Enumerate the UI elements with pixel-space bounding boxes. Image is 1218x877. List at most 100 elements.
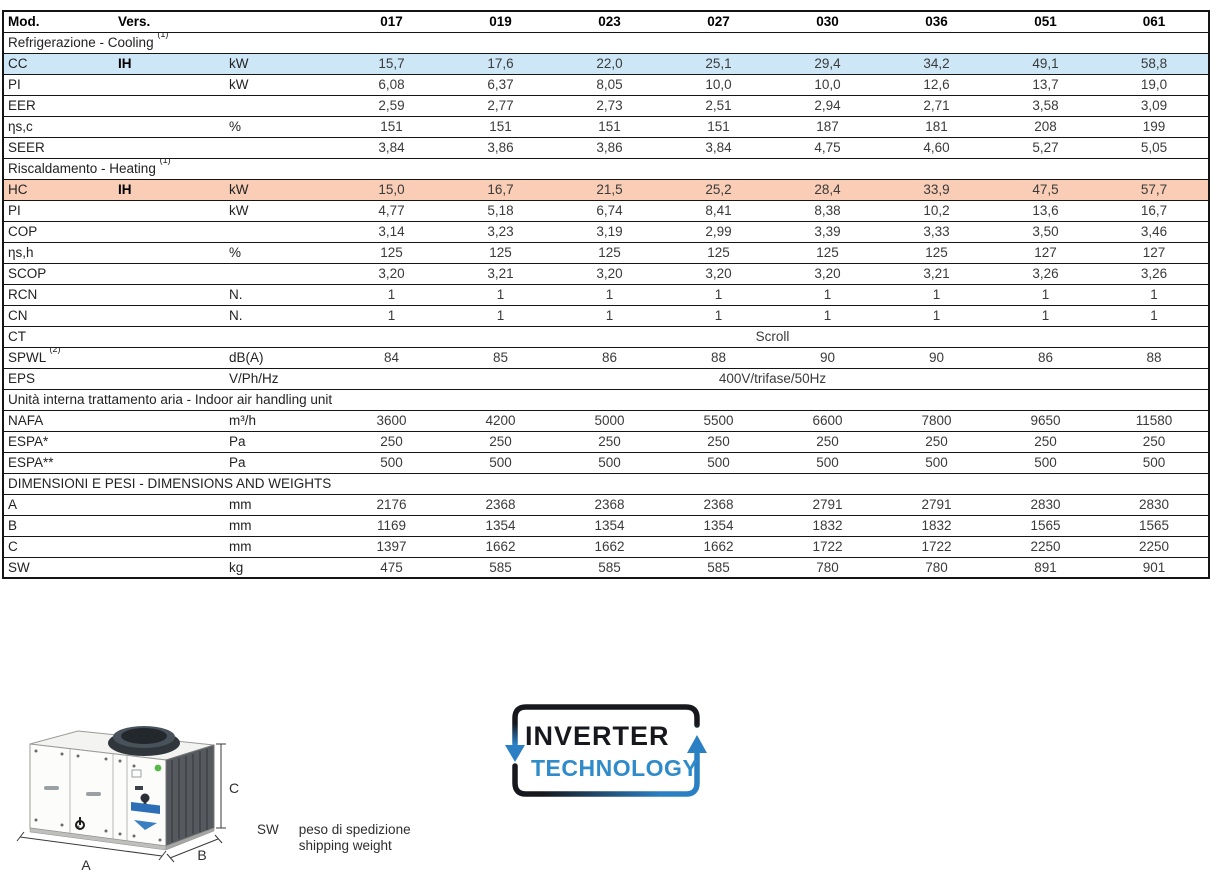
cell-value: 8,41 [664, 200, 773, 222]
cell-value: 2,51 [664, 95, 773, 117]
row-label: CT [3, 326, 114, 348]
cell-value: 12,6 [882, 74, 991, 96]
cell-value: 125 [664, 242, 773, 264]
row-unit: % [225, 116, 337, 138]
unit-figure: A B C [14, 698, 246, 877]
cell-value: 125 [882, 242, 991, 264]
row-label: RCN [3, 284, 114, 306]
cell-value: 16,7 [446, 179, 555, 201]
cell-value: 13,6 [991, 200, 1100, 222]
cell-value: 2,59 [337, 95, 446, 117]
header-model: 023 [555, 11, 664, 33]
cell-value: 127 [1100, 242, 1209, 264]
cell-value: 2250 [1100, 536, 1209, 558]
cell-value: 3,84 [337, 137, 446, 159]
cell-value: 3,21 [446, 263, 555, 285]
cell-value: 901 [1100, 557, 1209, 579]
row-unit: V/Ph/Hz [225, 368, 337, 390]
cell-value: 86 [991, 347, 1100, 369]
cell-value: 25,2 [664, 179, 773, 201]
cell-value: 6,37 [446, 74, 555, 96]
cell-value: 10,2 [882, 200, 991, 222]
section-label: Refrigerazione - Cooling (1) [3, 32, 1209, 54]
row-unit: m³/h [225, 410, 337, 432]
main-switch-lever [143, 798, 147, 806]
cell-value: 90 [773, 347, 882, 369]
table-row: NAFA m³/h 3600 4200 5000 5500 6600 7800 9650 1158… [3, 410, 1209, 432]
cell-value: 1 [446, 284, 555, 306]
cell-value: 88 [1100, 347, 1209, 369]
cell-value: 1 [991, 305, 1100, 327]
cell-value: 151 [337, 116, 446, 138]
row-version [114, 452, 225, 474]
cell-value: 250 [446, 431, 555, 453]
cell-value: 57,7 [1100, 179, 1209, 201]
cell-value: 250 [991, 431, 1100, 453]
cell-value: 3,20 [773, 263, 882, 285]
cell-value: 1 [773, 284, 882, 306]
cell-value: 2,73 [555, 95, 664, 117]
row-version [114, 347, 225, 369]
cell-value: 780 [773, 557, 882, 579]
row-version [114, 284, 225, 306]
cell-value: 500 [337, 452, 446, 474]
row-label: ηs,c [3, 116, 114, 138]
row-version [114, 515, 225, 537]
header-row: Mod. Vers. 017 019 023 027 030 036 051 061 [3, 11, 1209, 33]
cell-value: 3,09 [1100, 95, 1209, 117]
table-row: HC IH kW 15,0 16,7 21,5 25,2 28,4 33,9 47,5 57,7 [3, 179, 1209, 201]
cell-value: 15,7 [337, 53, 446, 75]
cell-value: 125 [337, 242, 446, 264]
cell-value: 585 [664, 557, 773, 579]
cell-value: 475 [337, 557, 446, 579]
cell-value: 84 [337, 347, 446, 369]
cell-value: 47,5 [991, 179, 1100, 201]
cell-value: 3,39 [773, 221, 882, 243]
sw-note-text: peso di spedizione shipping weight [299, 822, 411, 854]
cell-value: 10,0 [773, 74, 882, 96]
cell-value: 500 [1100, 452, 1209, 474]
cell-value: 2368 [664, 494, 773, 516]
cell-value: 3,19 [555, 221, 664, 243]
unit-fan [108, 726, 180, 756]
cell-value: 250 [664, 431, 773, 453]
cell-value: 1 [555, 284, 664, 306]
row-unit: N. [225, 284, 337, 306]
cell-value: 11580 [1100, 410, 1209, 432]
row-unit: mm [225, 515, 337, 537]
cell-value: 4,75 [773, 137, 882, 159]
row-unit: kW [225, 53, 337, 75]
row-label: COP [3, 221, 114, 243]
row-label: C [3, 536, 114, 558]
row-version [114, 116, 225, 138]
row-unit: N. [225, 305, 337, 327]
arrow-up-icon [687, 735, 707, 753]
dimension-a-arrow [16, 831, 167, 861]
sw-note: SW peso di spedizione shipping weight [257, 822, 411, 854]
cell-value: 1722 [773, 536, 882, 558]
row-version [114, 95, 225, 117]
row-version [114, 200, 225, 222]
row-version [114, 326, 225, 348]
row-version: IH [114, 179, 225, 201]
table-row: ESPA** Pa 500 500 500 500 500 500 500 500 [3, 452, 1209, 474]
cell-value: 2830 [991, 494, 1100, 516]
cell-value: 1 [773, 305, 882, 327]
row-unit [225, 263, 337, 285]
sw-note-key: SW [257, 822, 279, 837]
cell-value: 250 [773, 431, 882, 453]
cell-value: 17,6 [446, 53, 555, 75]
cell-value: 3,20 [555, 263, 664, 285]
spec-table-body: Refrigerazione - Cooling (1) CC IH kW 15,7 17… [3, 32, 1209, 579]
cell-value: 151 [446, 116, 555, 138]
cell-value: 15,0 [337, 179, 446, 201]
base-rail-side [165, 827, 215, 851]
row-label: A [3, 494, 114, 516]
header-model: 017 [337, 11, 446, 33]
cell-value: 500 [991, 452, 1100, 474]
logo-line1: INVERTER [525, 721, 670, 751]
row-label: SPWL (2) [3, 347, 114, 369]
cell-value: 10,0 [664, 74, 773, 96]
cell-value: 125 [555, 242, 664, 264]
row-span-value: 400V/trifase/50Hz [337, 368, 1209, 390]
